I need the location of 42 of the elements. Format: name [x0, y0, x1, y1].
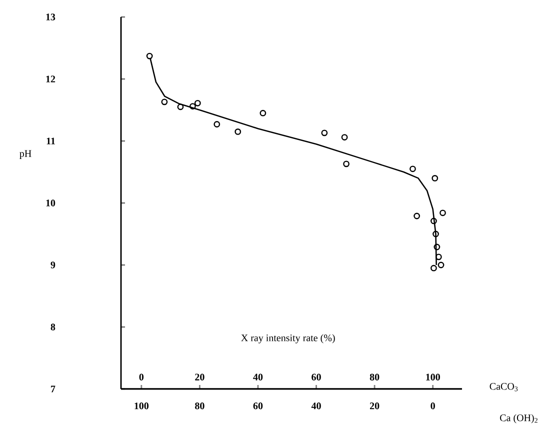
- y-axis-title: pH: [20, 150, 32, 159]
- point: [438, 262, 444, 268]
- x2-tick-label: 20: [370, 402, 380, 410]
- y-tick-label: 10: [46, 200, 56, 206]
- x2-tick-label: 40: [311, 402, 321, 410]
- point: [234, 128, 242, 135]
- x-tick-label: 20: [195, 374, 204, 380]
- point: [434, 244, 440, 250]
- x-tick-label: 80: [370, 374, 380, 380]
- y-tick-label: 7: [51, 386, 56, 392]
- x2-tick-label: 60: [253, 402, 263, 410]
- point: [260, 110, 266, 116]
- point: [214, 121, 220, 128]
- point: [190, 103, 196, 110]
- annotation: X ray intensity rate (%): [241, 334, 335, 344]
- x2-tick-label: 0: [430, 402, 435, 410]
- x-tick-label: 0: [139, 374, 144, 380]
- point: [321, 130, 328, 136]
- point: [430, 218, 437, 224]
- x-tick-label: 40: [253, 374, 263, 380]
- point: [177, 104, 184, 110]
- point: [343, 160, 350, 168]
- point: [435, 254, 442, 260]
- x-tick-label: 100: [426, 374, 440, 380]
- point: [341, 134, 348, 140]
- point: [432, 174, 438, 182]
- point: [161, 98, 168, 106]
- y-tick-label: 9: [50, 262, 56, 268]
- point: [414, 212, 420, 220]
- x-axis-title: CaCO$_{3}$: [490, 383, 518, 392]
- point: [440, 210, 446, 216]
- y-tick-label: 12: [46, 76, 56, 82]
- y-tick-label: 11: [46, 138, 55, 144]
- x2-axis-title: Ca (OH)$_{2}$: [500, 414, 538, 424]
- x-tick-label: 60: [312, 374, 321, 380]
- x2-tick-label: 100: [134, 402, 149, 410]
- point: [410, 166, 416, 172]
- y-tick-label: 8: [50, 324, 56, 330]
- point: [194, 100, 201, 106]
- x2-tick-label: 80: [195, 402, 204, 410]
- point: [432, 230, 439, 238]
- y-tick-label: 13: [46, 14, 56, 20]
